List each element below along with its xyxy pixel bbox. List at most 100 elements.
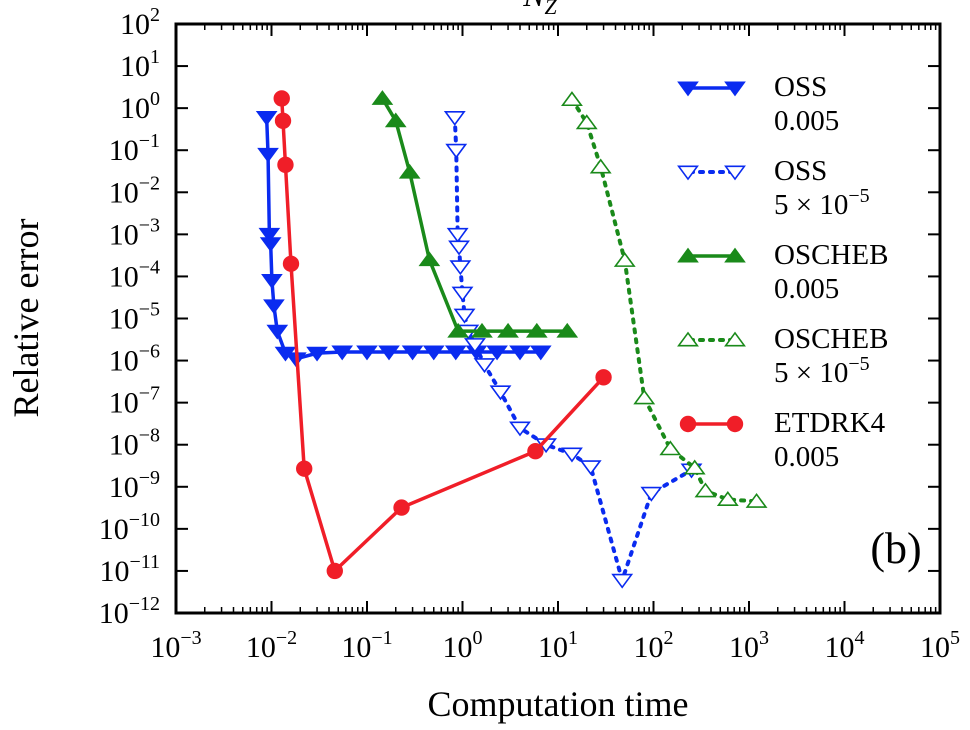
data-point (683, 459, 706, 475)
legend-marker (724, 81, 746, 97)
data-point (273, 90, 290, 107)
x-tick-label: 104 (825, 627, 865, 664)
data-point (473, 358, 496, 374)
x-tick-label: 10−1 (341, 627, 392, 664)
legend-label: OSS (774, 155, 827, 187)
y-tick-label: 10−7 (109, 383, 160, 420)
data-point (393, 499, 410, 516)
legend-marker (677, 331, 699, 347)
data-point (261, 274, 283, 289)
series-line (569, 97, 759, 504)
data-point (422, 345, 445, 361)
legend-marker (679, 415, 697, 433)
data-point (579, 460, 602, 476)
data-point (509, 421, 531, 437)
data-point (255, 111, 278, 126)
data-point (633, 389, 656, 405)
data-point (443, 110, 466, 126)
series-3 (561, 91, 768, 508)
data-point (694, 482, 717, 498)
legend-sublabel: 5 × 10−5 (774, 185, 870, 221)
data-point (575, 114, 598, 130)
y-tick-label: 10−3 (109, 214, 160, 251)
data-point (525, 322, 548, 338)
legend-marker (724, 165, 746, 181)
legend-marker (677, 165, 699, 181)
data-point (561, 91, 583, 107)
legend-sublabel: 5 × 10−5 (774, 353, 870, 389)
data-point (611, 573, 634, 589)
data-point (595, 369, 612, 386)
data-point (257, 147, 279, 163)
y-tick-label: 10−12 (99, 593, 160, 630)
data-point (401, 345, 424, 361)
data-point (447, 322, 469, 338)
x-tick-label: 102 (634, 627, 674, 664)
data-point (356, 345, 378, 361)
x-tick-labels: 10−3 10−2 10−1 100 101 102 103 104 105 (150, 627, 960, 664)
data-point (497, 322, 519, 338)
legend-label: ETDRK4 (774, 407, 886, 439)
y-tick-label: 10−4 (109, 256, 160, 293)
legend-marker (677, 81, 699, 97)
data-point (486, 345, 508, 361)
data-point (263, 299, 285, 315)
data-point (274, 112, 292, 129)
panel-label: (b) (870, 524, 921, 573)
data-point (446, 227, 469, 243)
y-tick-label: 10−9 (109, 467, 160, 504)
y-tick-label: 10−2 (109, 172, 160, 209)
title-text: NZ (522, 0, 557, 19)
data-point (527, 443, 544, 460)
data-point (451, 286, 474, 302)
data-point (589, 158, 612, 174)
data-point (326, 562, 343, 580)
data-point (296, 460, 313, 477)
data-point (613, 252, 636, 267)
data-point (464, 338, 486, 353)
y-tick-label: 10−10 (99, 509, 160, 546)
data-point (659, 440, 682, 456)
data-point (258, 227, 281, 243)
legend-label: OSS (774, 71, 827, 103)
data-point (266, 324, 289, 340)
data-point (556, 322, 579, 338)
data-point (398, 163, 421, 179)
data-point (371, 90, 394, 105)
y-tick-label: 10−1 (109, 130, 160, 167)
legend-marker (724, 331, 746, 347)
data-point (331, 345, 354, 361)
legend-label: OSCHEB (774, 323, 888, 355)
series-0 (255, 111, 552, 368)
chart-title: NZ (522, 0, 557, 19)
series-line (380, 97, 568, 333)
x-tick-label: 103 (729, 627, 769, 664)
y-tick-label: 101 (120, 46, 160, 83)
x-tick-label: 10−2 (246, 627, 297, 664)
data-point (489, 385, 512, 401)
data-point (444, 345, 467, 361)
data-point (282, 255, 300, 272)
series-4 (273, 90, 612, 580)
data-point (418, 251, 441, 267)
data-point (640, 486, 663, 502)
data-point (471, 322, 493, 338)
legend-sublabel: 0.005 (774, 273, 839, 305)
legend-label: OSCHEB (774, 239, 888, 271)
legend-marker (677, 247, 699, 263)
data-point (448, 240, 470, 256)
x-tick-label: 10−3 (150, 627, 201, 664)
series-line (452, 115, 694, 588)
data-point (445, 143, 468, 159)
x-tick-label: 100 (443, 627, 483, 664)
data-point (453, 308, 476, 324)
y-tick-label: 100 (120, 88, 160, 125)
series-layer (255, 90, 768, 589)
data-point (259, 237, 282, 253)
y-tick-label: 10−5 (109, 299, 160, 336)
x-axis-title: Computation time (428, 684, 689, 724)
